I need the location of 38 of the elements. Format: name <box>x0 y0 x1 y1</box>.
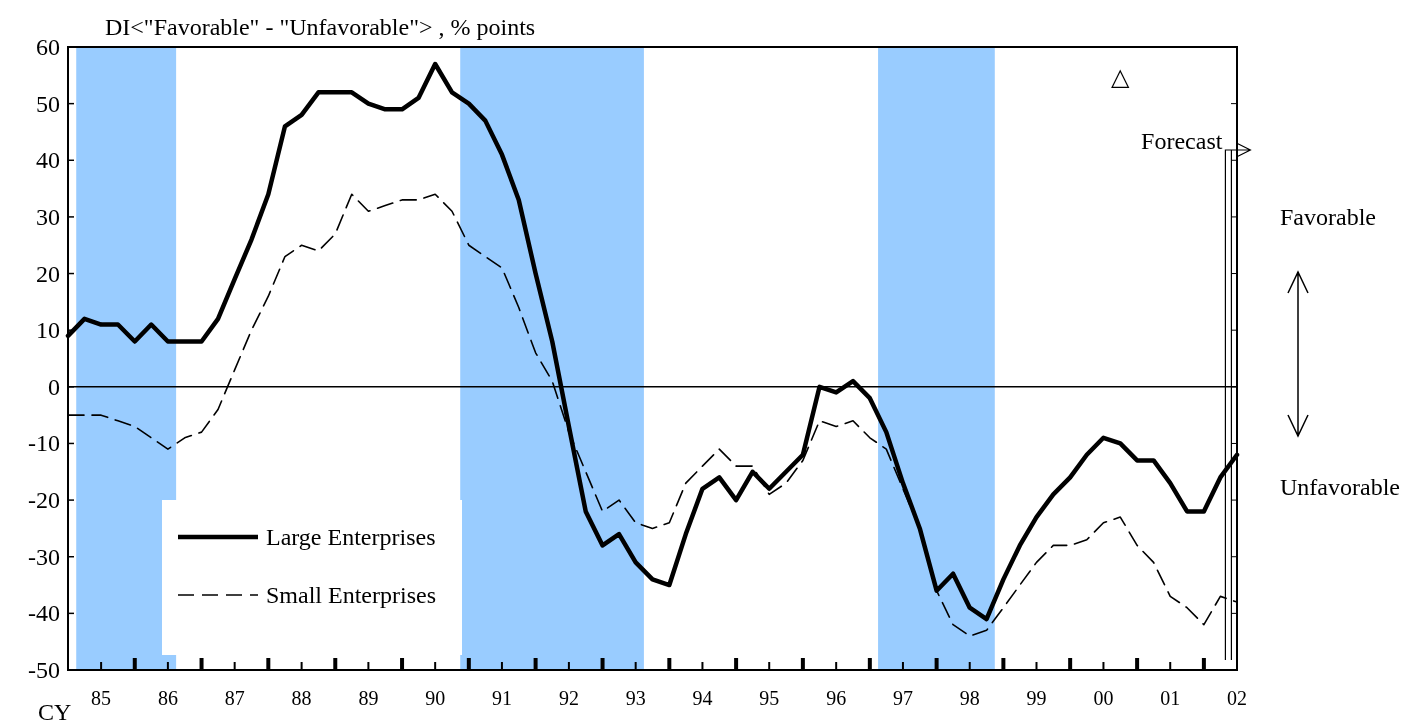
y-tick-label: 10 <box>36 317 60 344</box>
y-tick-label: 40 <box>36 147 60 174</box>
x-tick-label: 95 <box>759 687 780 709</box>
x-tick-label: 00 <box>1093 687 1114 709</box>
x-tick-label: 96 <box>826 687 847 709</box>
text: Unfavorable <box>1280 474 1400 500</box>
y-tick-label: 0 <box>48 373 60 400</box>
legend-label: Small Enterprises <box>266 582 436 608</box>
x-tick-label: 99 <box>1026 687 1047 709</box>
y-tick-label: 30 <box>36 203 60 230</box>
ref-line-label: Forecast <box>1141 128 1223 154</box>
y-tick-label: -40 <box>28 600 60 627</box>
x-tick-label: 88 <box>291 687 312 709</box>
x-tick-label: 92 <box>558 687 579 709</box>
y-tick-label: 20 <box>36 260 60 287</box>
x-tick-label: 97 <box>892 687 913 709</box>
text: CY <box>38 699 72 723</box>
x-tick-label: 94 <box>692 687 713 709</box>
y-tick-label: -10 <box>28 430 60 457</box>
x-tick-label: 85 <box>91 687 112 709</box>
y-axis-title: DI<"Favorable" - "Unfavorable"> , % points <box>105 14 536 40</box>
y-tick-label: -20 <box>28 487 60 514</box>
x-tick-label: 89 <box>358 687 379 709</box>
x-tick-label: 90 <box>425 687 446 709</box>
x-tick-label: 87 <box>224 687 245 709</box>
legend-label: Large Enterprises <box>266 524 436 550</box>
annotation: △ <box>1111 64 1130 90</box>
x-tick-label: 93 <box>625 687 646 709</box>
y-tick-label: 50 <box>36 90 60 117</box>
x-tick-label: 01 <box>1160 687 1181 709</box>
text: Favorable <box>1280 204 1376 230</box>
x-tick-label: 86 <box>157 687 178 709</box>
x-tick-label: 98 <box>959 687 980 709</box>
y-tick-label: 60 <box>36 34 60 60</box>
y-tick-label: -50 <box>28 657 60 683</box>
x-tick-label: 02 <box>1227 687 1247 709</box>
x-tick-label: 91 <box>491 687 512 709</box>
y-tick-label: -30 <box>28 543 60 570</box>
